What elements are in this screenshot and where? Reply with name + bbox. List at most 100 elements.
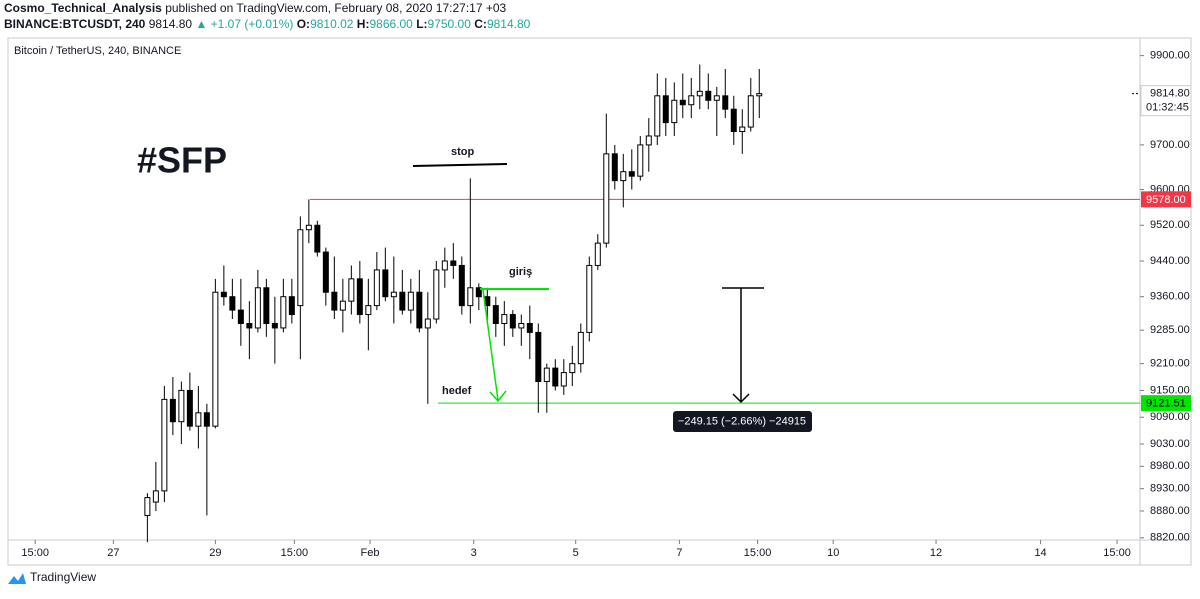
y-tick-label: 8980.00: [1150, 460, 1190, 472]
chart-title: Bitcoin / TetherUS, 240, BINANCE: [14, 45, 181, 57]
sfp-tag: #SFP: [137, 140, 227, 181]
candle-body: [645, 135, 652, 146]
candle-body: [467, 287, 474, 307]
last-price-label: 9814.80: [1150, 88, 1190, 100]
y-tick-label: 8930.00: [1150, 483, 1190, 495]
candle-body: [577, 331, 584, 365]
y-tick-label: 9090.00: [1150, 411, 1190, 423]
candle-body: [722, 95, 729, 110]
header-line-2: BINANCE:BTCUSDT, 240 9814.80 ▲ +1.07 (+0…: [4, 17, 531, 31]
candle-body: [705, 90, 712, 101]
y-tick-label: 9900.00: [1150, 50, 1190, 62]
level-label: 9121.51: [1146, 398, 1186, 410]
candle-body: [688, 95, 695, 106]
candle-body: [297, 229, 304, 307]
candle-body: [441, 260, 448, 271]
candle-body: [603, 153, 610, 244]
candle-body: [594, 242, 601, 266]
logo: [8, 573, 26, 584]
candle-body: [611, 153, 618, 182]
candle-body: [679, 99, 686, 106]
candle-body: [628, 171, 635, 177]
candle-body: [254, 287, 261, 329]
candle-body: [730, 108, 737, 133]
h: 9866.00: [369, 17, 413, 31]
candle-body: [229, 296, 236, 311]
plot: [144, 64, 1140, 543]
x-tick-label: 27: [107, 547, 119, 559]
y-tick-label: 9520.00: [1150, 219, 1190, 231]
y-tick-label: 8820.00: [1150, 532, 1190, 544]
candle-body: [560, 372, 567, 387]
candle-body: [416, 291, 423, 329]
stop-line: [412, 163, 508, 167]
candle-body: [390, 291, 397, 298]
candle-body: [552, 367, 559, 387]
candle-body: [458, 264, 465, 307]
measure-label: −249.15 (−2.66%) −24915: [678, 415, 806, 427]
candle-body: [713, 95, 720, 101]
footer: TradingView: [30, 570, 96, 584]
target-label: hedef: [442, 385, 472, 397]
candle-body: [169, 398, 176, 423]
x-tick-label: 15:00: [21, 547, 49, 559]
o-label: O:: [297, 17, 310, 31]
x-tick-label: 14: [1034, 547, 1046, 559]
level-label: 9578.00: [1146, 194, 1186, 206]
measure-box: [673, 411, 812, 432]
x-tick-label: 15:00: [281, 547, 309, 559]
level-badge: [1141, 191, 1191, 208]
last: 9814.80: [149, 17, 193, 31]
candle-body: [220, 291, 227, 298]
candle-body: [424, 318, 431, 329]
candle-body: [152, 490, 159, 503]
candle-body: [356, 278, 363, 316]
candle-body: [696, 90, 703, 97]
x-tick-label: 15:00: [744, 547, 772, 559]
candle-body: [263, 287, 270, 324]
candle-body: [339, 300, 346, 311]
candle-body: [492, 305, 499, 324]
candle-body: [501, 314, 508, 324]
candle-body: [365, 305, 372, 316]
candle-body: [271, 322, 278, 329]
x-tick-label: 10: [827, 547, 839, 559]
l-label: L:: [416, 17, 427, 31]
candle-body: [586, 264, 593, 333]
y-tick-label: 9360.00: [1150, 291, 1190, 303]
candle-body: [288, 296, 295, 316]
symbol: BINANCE:BTCUSDT, 240: [4, 17, 146, 31]
change: ▲ +1.07 (+0.01%): [195, 17, 293, 31]
entry-label: giriş: [509, 266, 532, 278]
candle-body: [322, 251, 329, 293]
candle-body: [407, 291, 414, 311]
candle-body: [348, 278, 355, 302]
x-tick-label: 15:00: [1103, 547, 1131, 559]
candle-body: [203, 412, 210, 427]
publisher: Cosmo_Technical_Analysis: [4, 1, 162, 15]
x-tick-label: Feb: [361, 547, 380, 559]
candle-body: [543, 367, 550, 383]
candle-body: [178, 389, 185, 423]
candle-body: [195, 412, 202, 427]
stop-label: stop: [451, 146, 475, 158]
header-line-1: Cosmo_Technical_Analysis published on Tr…: [4, 1, 507, 15]
candle-body: [509, 314, 516, 329]
candle-body: [518, 322, 525, 329]
candle-body: [739, 126, 746, 133]
y-tick-label: 9030.00: [1150, 438, 1190, 450]
candle-body: [331, 291, 338, 311]
published: published on TradingView.com, February 0…: [165, 1, 506, 15]
candle-body: [373, 269, 380, 307]
o: 9810.02: [310, 17, 354, 31]
candle-body: [637, 144, 644, 177]
x-tick-label: 12: [930, 547, 942, 559]
x-tick-label: 7: [676, 547, 682, 559]
candle-body: [671, 99, 678, 124]
candle-body: [747, 95, 754, 128]
countdown: 01:32:45: [1146, 102, 1189, 114]
y-tick-label: 9150.00: [1150, 384, 1190, 396]
target-arrow: [482, 289, 507, 403]
candle-body: [475, 287, 482, 298]
